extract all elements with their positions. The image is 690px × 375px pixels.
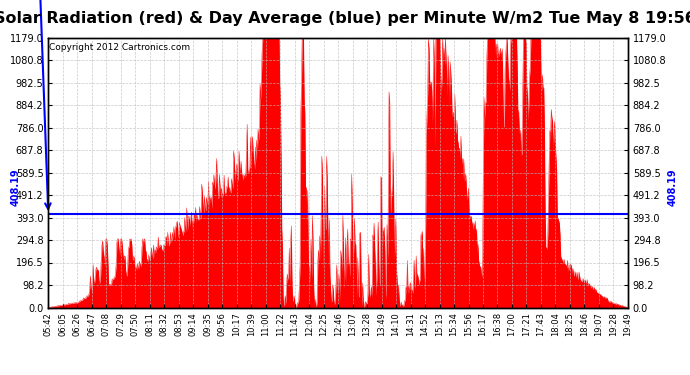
Text: 408.19: 408.19 bbox=[10, 169, 20, 206]
Text: Solar Radiation (red) & Day Average (blue) per Minute W/m2 Tue May 8 19:56: Solar Radiation (red) & Day Average (blu… bbox=[0, 11, 690, 26]
Text: 408.19: 408.19 bbox=[668, 169, 678, 206]
Text: Copyright 2012 Cartronics.com: Copyright 2012 Cartronics.com bbox=[50, 43, 190, 52]
